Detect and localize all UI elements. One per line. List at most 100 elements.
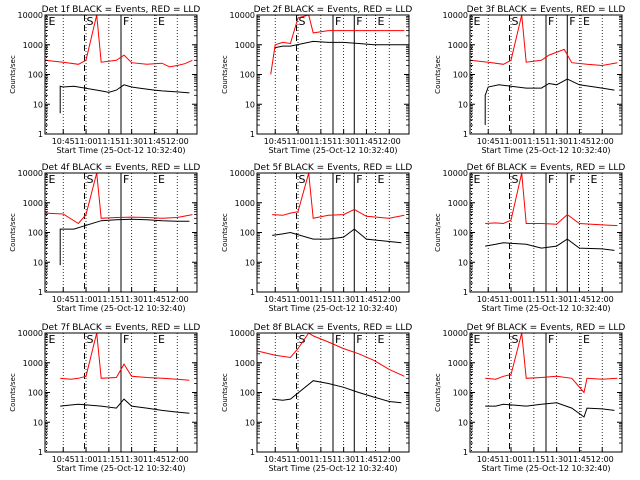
x-tick-label: 11:45 xyxy=(568,137,591,146)
marker-label: E xyxy=(378,173,385,186)
series-line-black xyxy=(272,228,402,244)
x-tick-label: 11:15 xyxy=(522,137,545,146)
marker-label: E xyxy=(49,333,56,346)
series-line-red xyxy=(45,15,193,68)
x-tick-label: 10:45 xyxy=(52,455,75,464)
series-line-black xyxy=(59,218,190,266)
marker-label: E xyxy=(378,333,385,346)
marker-label: S xyxy=(87,173,94,186)
y-tick-label: 1 xyxy=(463,130,468,139)
x-tick-label: 11:30 xyxy=(332,455,355,464)
x-tick-label: 10:45 xyxy=(264,137,287,146)
x-tick-label: 10:45 xyxy=(477,455,500,464)
x-tick-label: 11:00 xyxy=(75,455,98,464)
y-tick-label: 100 xyxy=(240,229,255,238)
y-axis-label: Counts/sec xyxy=(9,373,17,412)
marker-label: F xyxy=(356,173,362,186)
y-tick-label: 10 xyxy=(458,100,468,109)
series-line-black xyxy=(484,78,615,125)
marker-label: F xyxy=(335,173,341,186)
marker-label: S xyxy=(299,15,306,28)
x-tick-label: 11:30 xyxy=(545,295,568,304)
y-axis-label: Counts/sec xyxy=(9,55,17,94)
x-tick-label: 11:45 xyxy=(355,295,378,304)
marker-label: E xyxy=(49,173,56,186)
marker-label: S xyxy=(512,15,519,28)
marker-label: F xyxy=(335,333,341,346)
plot-title: Det 3f BLACK = Events, RED = LLD xyxy=(467,5,626,15)
x-axis-label: Start Time (25-Oct-12 10:32:40) xyxy=(268,146,397,155)
x-tick-label: 10:45 xyxy=(264,295,287,304)
marker-label: E xyxy=(158,333,165,346)
plot-title: Det 1f BLACK = Events, RED = LLD xyxy=(42,5,201,15)
x-tick-label: 12:00 xyxy=(591,455,614,464)
x-axis-label: Start Time (25-Oct-12 10:32:40) xyxy=(56,304,185,313)
y-tick-label: 1000 xyxy=(448,359,468,368)
x-tick-label: 11:15 xyxy=(97,137,120,146)
x-tick-label: 11:15 xyxy=(97,455,120,464)
x-tick-label: 11:00 xyxy=(500,295,523,304)
x-tick-label: 12:00 xyxy=(166,137,189,146)
x-tick-label: 11:15 xyxy=(309,295,332,304)
x-tick-label: 10:45 xyxy=(477,137,500,146)
x-tick-label: 11:30 xyxy=(545,137,568,146)
y-tick-label: 100 xyxy=(28,71,43,80)
x-axis-label: Start Time (25-Oct-12 10:32:40) xyxy=(481,464,610,473)
marker-label: F xyxy=(548,15,554,28)
series-line-red xyxy=(470,15,618,67)
y-axis-label: Counts/sec xyxy=(9,213,17,252)
x-tick-label: 11:30 xyxy=(332,137,355,146)
x-tick-label: 11:30 xyxy=(120,137,143,146)
x-tick-label: 12:00 xyxy=(591,295,614,304)
series-line-black xyxy=(272,380,402,404)
x-tick-label: 11:00 xyxy=(287,137,310,146)
y-tick-label: 10 xyxy=(245,418,255,427)
x-tick-label: 11:30 xyxy=(120,455,143,464)
x-tick-label: 10:45 xyxy=(52,137,75,146)
series-line-black xyxy=(485,402,615,418)
marker-label: F xyxy=(123,333,129,346)
series-line-red xyxy=(272,173,405,219)
plot-title: Det 4f BLACK = Events, RED = LLD xyxy=(42,163,201,173)
marker-label: E xyxy=(49,15,56,28)
marker-label: E xyxy=(583,15,590,28)
y-tick-label: 10 xyxy=(458,258,468,267)
x-tick-label: 12:00 xyxy=(378,295,401,304)
x-tick-label: 11:45 xyxy=(568,295,591,304)
x-tick-label: 11:45 xyxy=(143,455,166,464)
marker-label: E xyxy=(158,15,165,28)
series-line-red xyxy=(257,333,405,377)
y-tick-label: 1000 xyxy=(235,41,255,50)
marker-label: F xyxy=(123,173,129,186)
y-tick-label: 1000 xyxy=(235,199,255,208)
x-tick-label: 11:45 xyxy=(355,137,378,146)
y-tick-label: 10000 xyxy=(443,329,468,338)
marker-label: S xyxy=(87,333,94,346)
y-axis-label: Counts/sec xyxy=(221,213,229,252)
y-tick-label: 100 xyxy=(28,229,43,238)
x-tick-label: 11:00 xyxy=(500,455,523,464)
plot-title: Det 8f BLACK = Events, RED = LLD xyxy=(254,323,413,333)
x-tick-label: 10:45 xyxy=(477,295,500,304)
x-axis-label: Start Time (25-Oct-12 10:32:40) xyxy=(268,464,397,473)
y-tick-label: 100 xyxy=(28,389,43,398)
x-tick-label: 11:30 xyxy=(545,455,568,464)
y-tick-label: 1000 xyxy=(448,41,468,50)
x-axis-label: Start Time (25-Oct-12 10:32:40) xyxy=(56,464,185,473)
x-axis-label: Start Time (25-Oct-12 10:32:40) xyxy=(56,146,185,155)
y-tick-label: 100 xyxy=(240,71,255,80)
series-line-black xyxy=(60,398,190,414)
y-tick-label: 10 xyxy=(245,258,255,267)
marker-label: F xyxy=(569,15,575,28)
y-tick-label: 100 xyxy=(240,389,255,398)
plot-title: Det 9f BLACK = Events, RED = LLD xyxy=(467,323,626,333)
marker-label: E xyxy=(474,173,481,186)
marker-label: F xyxy=(548,333,554,346)
x-tick-label: 10:45 xyxy=(264,455,287,464)
y-tick-label: 1000 xyxy=(23,359,43,368)
